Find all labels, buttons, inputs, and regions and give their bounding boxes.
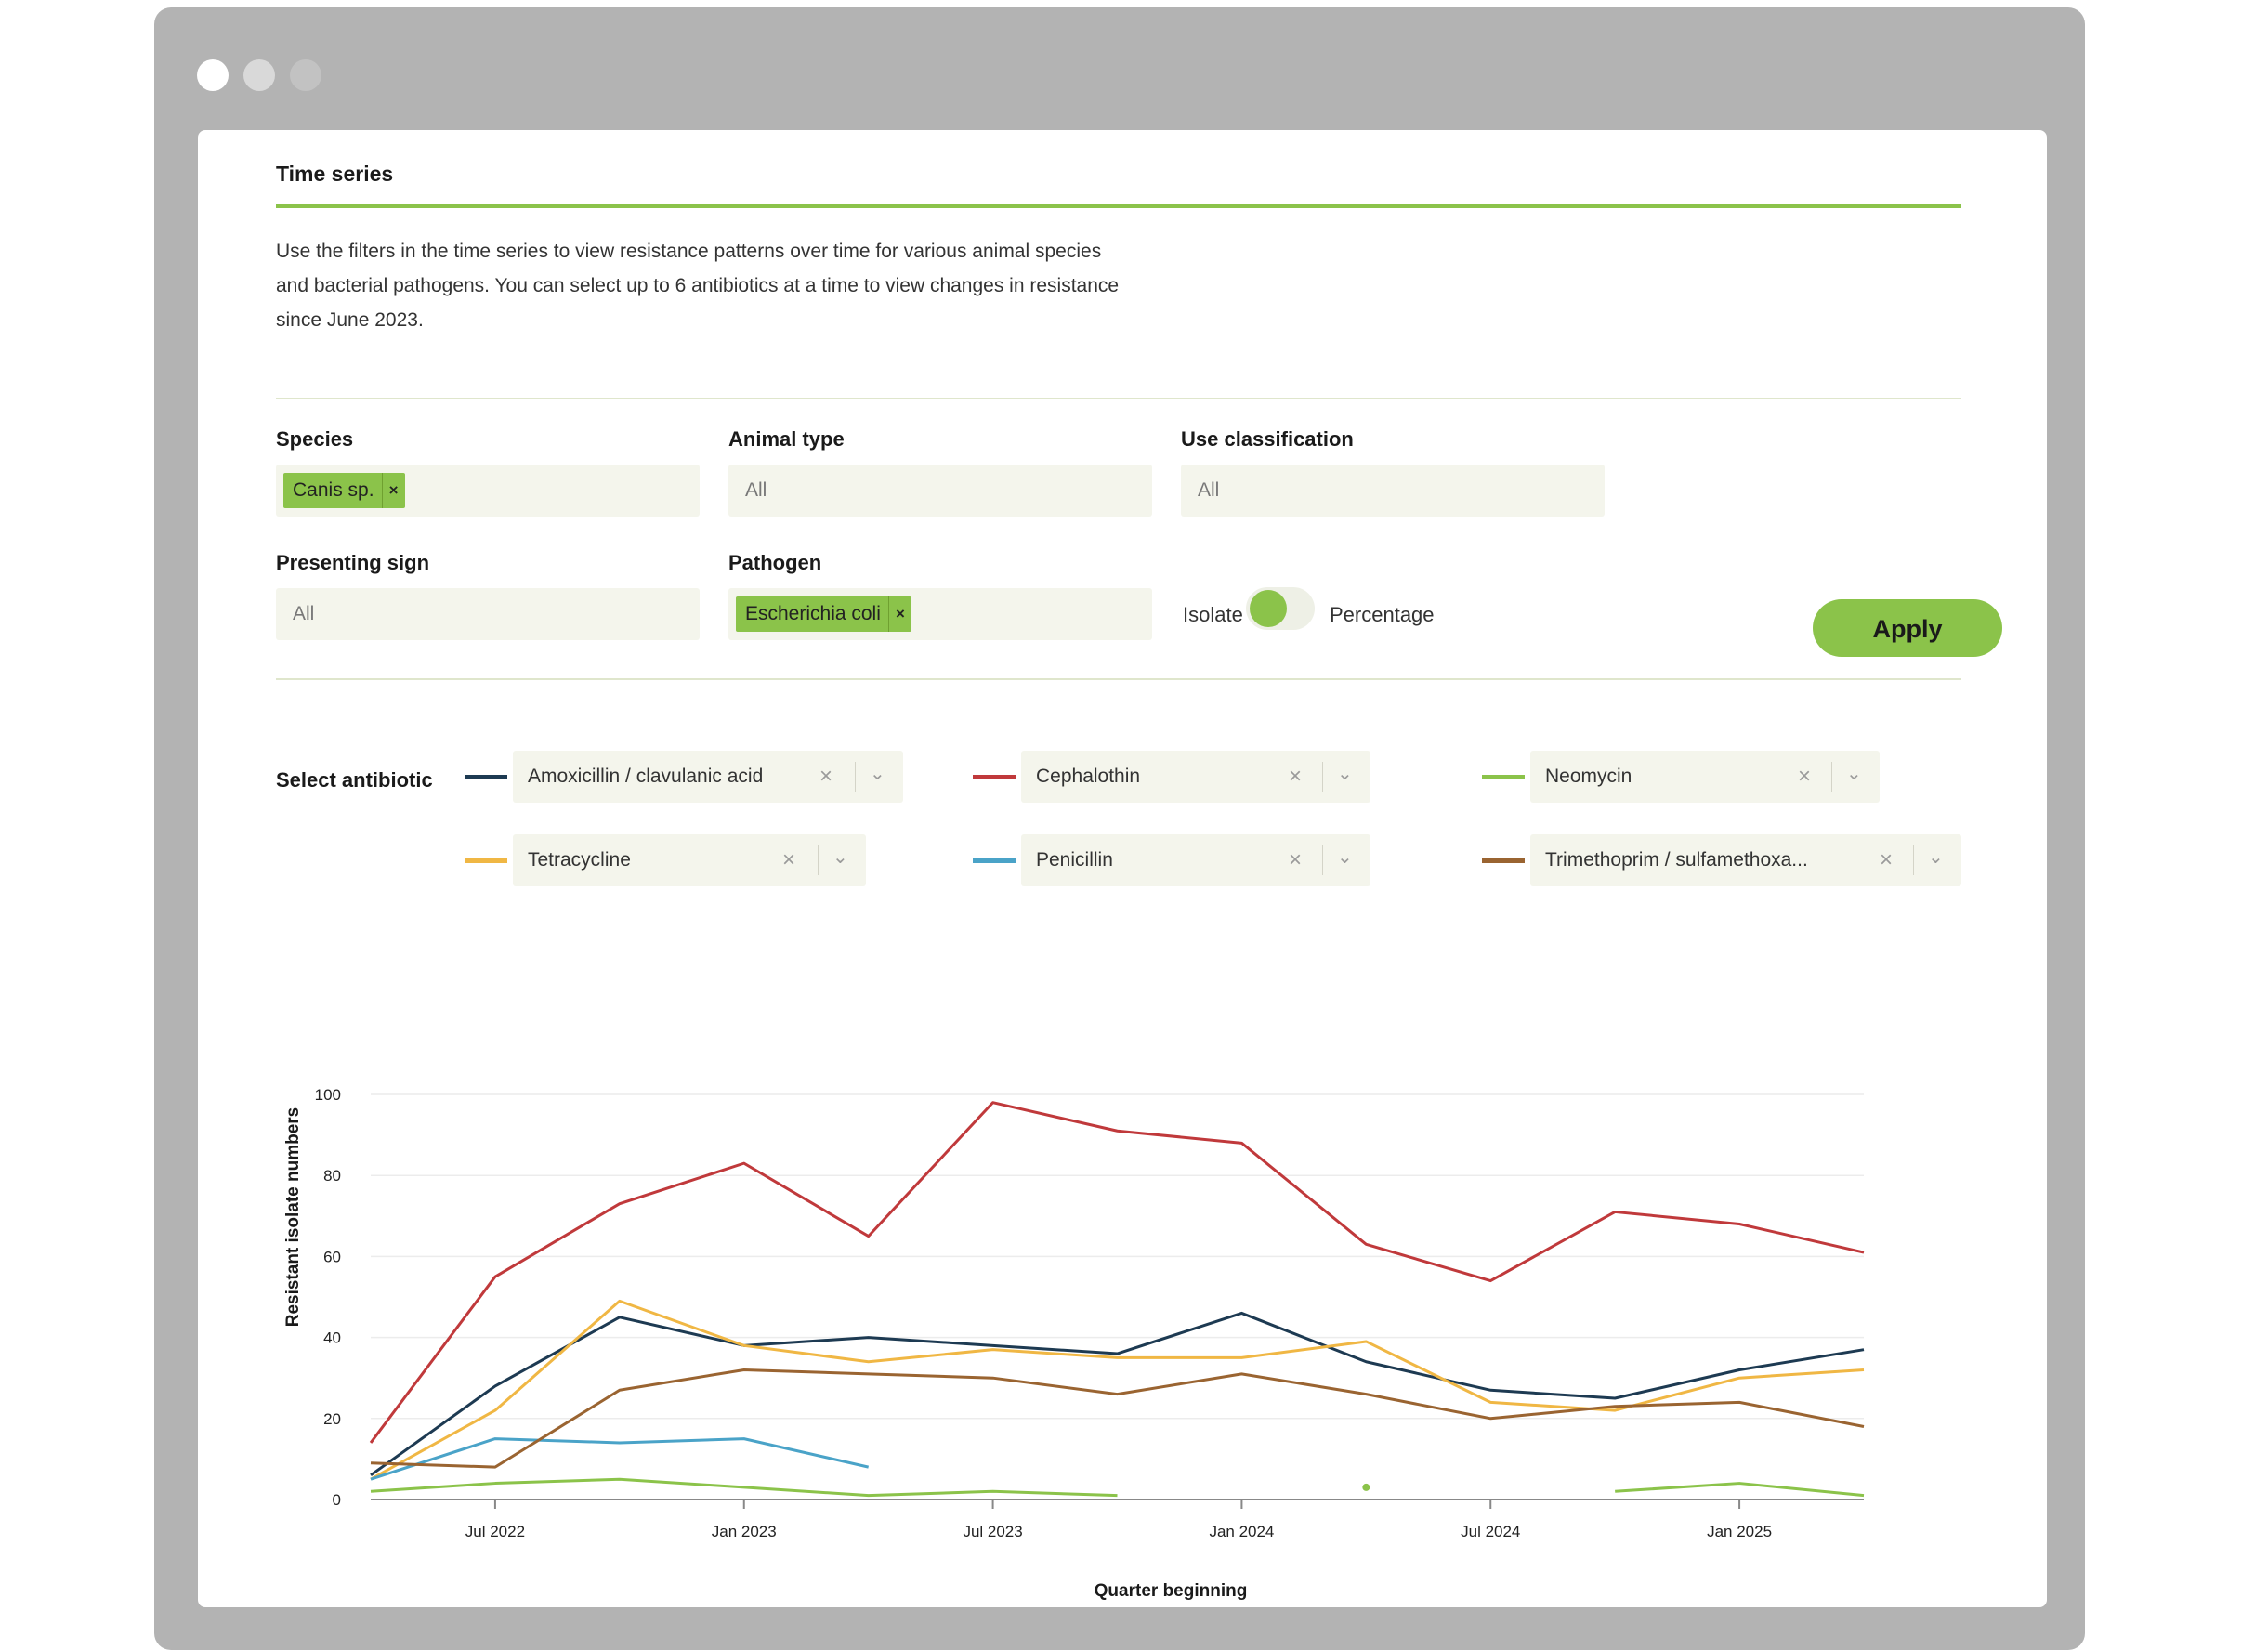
series-line-neomycin xyxy=(370,1477,1118,1498)
section-title: Time series xyxy=(276,162,394,186)
y-axis-label: Resistant isolate numbers xyxy=(283,1107,303,1328)
toggle-knob xyxy=(1250,590,1287,627)
antibiotic-select-box[interactable]: Tetracycline × ⌄ xyxy=(513,834,866,886)
presenting-sign-label: Presenting sign xyxy=(276,551,430,574)
x-tick-label: Jan 2025 xyxy=(1707,1523,1772,1540)
chevron-down-icon[interactable]: ⌄ xyxy=(1337,764,1353,784)
series-point-neomycin xyxy=(1362,1483,1370,1491)
maximize-window-dot[interactable] xyxy=(290,59,321,91)
x-tick-label: Jul 2024 xyxy=(1461,1523,1520,1540)
antibiotic-name: Cephalothin xyxy=(1036,766,1141,787)
title-underline xyxy=(276,204,1961,208)
time-series-panel: Time series Use the filters in the time … xyxy=(198,130,2047,1607)
resistance-time-series-chart: 0 20 40 60 80 100 Jul 2022 Jan 2023 Jul 2023 Jan … xyxy=(283,1086,1865,1601)
pathogen-chip-label: Escherichia coli xyxy=(745,603,881,624)
clear-icon[interactable]: × xyxy=(819,764,833,789)
chevron-down-icon[interactable]: ⌄ xyxy=(1337,847,1353,868)
browser-window-frame: Time series Use the filters in the time … xyxy=(154,7,2085,1650)
intro-text: Use the filters in the time series to vi… xyxy=(276,241,1120,331)
use-classification-select[interactable]: All xyxy=(1181,465,1605,517)
series-swatch xyxy=(973,858,1016,863)
antibiotic-select-box[interactable]: Neomycin × ⌄ xyxy=(1530,751,1880,803)
series-swatch xyxy=(465,858,507,863)
select-separator xyxy=(1913,845,1914,875)
chevron-down-icon[interactable]: ⌄ xyxy=(1846,764,1862,784)
species-chip: Canis sp. × xyxy=(283,473,405,508)
antibiotic-name: Neomycin xyxy=(1545,766,1632,787)
chevron-down-icon[interactable]: ⌄ xyxy=(1928,847,1944,868)
x-tick-label: Jan 2024 xyxy=(1209,1523,1274,1540)
select-separator xyxy=(1322,845,1323,875)
clear-icon[interactable]: × xyxy=(1289,847,1303,872)
series-line-neomycin xyxy=(1615,1482,1865,1498)
species-chip-label: Canis sp. xyxy=(293,479,374,501)
y-tick-label: 20 xyxy=(323,1410,341,1428)
pathogen-chip-remove-icon[interactable]: × xyxy=(887,596,911,632)
species-label: Species xyxy=(276,427,354,451)
isolate-percentage-toggle[interactable] xyxy=(1246,587,1315,630)
chevron-down-icon[interactable]: ⌄ xyxy=(870,764,885,784)
filters-top-divider xyxy=(276,398,1961,399)
species-chip-remove-icon[interactable]: × xyxy=(381,473,405,508)
series-swatch xyxy=(1482,775,1525,779)
y-tick-label: 60 xyxy=(323,1248,341,1265)
clear-icon[interactable]: × xyxy=(782,847,796,872)
series-line-trimethoprim-sulfamethoxa xyxy=(370,1368,1865,1469)
antibiotic-select-box[interactable]: Amoxicillin / clavulanic acid × ⌄ xyxy=(513,751,903,803)
pathogen-label: Pathogen xyxy=(728,551,822,574)
series-line-cephalothin xyxy=(369,1101,1865,1444)
chevron-down-icon[interactable]: ⌄ xyxy=(832,847,848,868)
clear-icon[interactable]: × xyxy=(1880,847,1894,872)
filters-bottom-divider xyxy=(276,678,1961,680)
animal-type-select[interactable]: All xyxy=(728,465,1152,517)
antibiotic-select-box[interactable]: Cephalothin × ⌄ xyxy=(1021,751,1370,803)
y-tick-label: 0 xyxy=(333,1491,341,1509)
series-line-penicillin xyxy=(370,1437,869,1481)
select-separator xyxy=(855,762,856,792)
series-swatch xyxy=(973,775,1016,779)
toggle-isolate-label: Isolate xyxy=(1183,603,1243,626)
window-controls xyxy=(197,59,321,91)
antibiotic-name: Trimethoprim / sulfamethoxa... xyxy=(1545,849,1808,871)
x-axis-label: Quarter beginning xyxy=(1095,1581,1248,1601)
y-tick-label: 40 xyxy=(323,1329,341,1347)
species-select[interactable]: Canis sp. × xyxy=(276,465,700,517)
x-tick-label: Jul 2023 xyxy=(963,1523,1022,1540)
select-antibiotic-label: Select antibiotic xyxy=(276,768,433,792)
clear-icon[interactable]: × xyxy=(1289,764,1303,789)
pathogen-chip: Escherichia coli × xyxy=(736,596,911,632)
apply-button[interactable]: Apply xyxy=(1813,599,2002,657)
antibiotic-select-box[interactable]: Trimethoprim / sulfamethoxa... × ⌄ xyxy=(1530,834,1961,886)
close-window-dot[interactable] xyxy=(197,59,229,91)
antibiotic-name: Tetracycline xyxy=(528,849,631,871)
use-classification-placeholder: All xyxy=(1198,479,1220,501)
presenting-sign-select[interactable]: All xyxy=(276,588,700,640)
y-tick-label: 80 xyxy=(323,1167,341,1185)
animal-type-placeholder: All xyxy=(745,479,767,501)
toggle-percentage-label: Percentage xyxy=(1330,603,1435,626)
series-swatch xyxy=(1482,858,1525,863)
x-tick-label: Jul 2022 xyxy=(465,1523,525,1540)
select-separator xyxy=(1322,762,1323,792)
use-classification-label: Use classification xyxy=(1181,427,1354,451)
minimize-window-dot[interactable] xyxy=(243,59,275,91)
animal-type-label: Animal type xyxy=(728,427,845,451)
series-line-amoxicillin-clavulanic-acid xyxy=(370,1311,1865,1477)
select-separator xyxy=(1831,762,1832,792)
presenting-sign-placeholder: All xyxy=(293,603,315,624)
pathogen-select[interactable]: Escherichia coli × xyxy=(728,588,1152,640)
x-tick-label: Jan 2023 xyxy=(712,1523,777,1540)
antibiotic-name: Amoxicillin / clavulanic acid xyxy=(528,766,764,787)
y-tick-label: 100 xyxy=(315,1086,341,1104)
select-separator xyxy=(818,845,819,875)
clear-icon[interactable]: × xyxy=(1798,764,1812,789)
series-line-tetracycline xyxy=(370,1299,1865,1481)
antibiotic-select-box[interactable]: Penicillin × ⌄ xyxy=(1021,834,1370,886)
series-swatch xyxy=(465,775,507,779)
antibiotic-name: Penicillin xyxy=(1036,849,1113,871)
